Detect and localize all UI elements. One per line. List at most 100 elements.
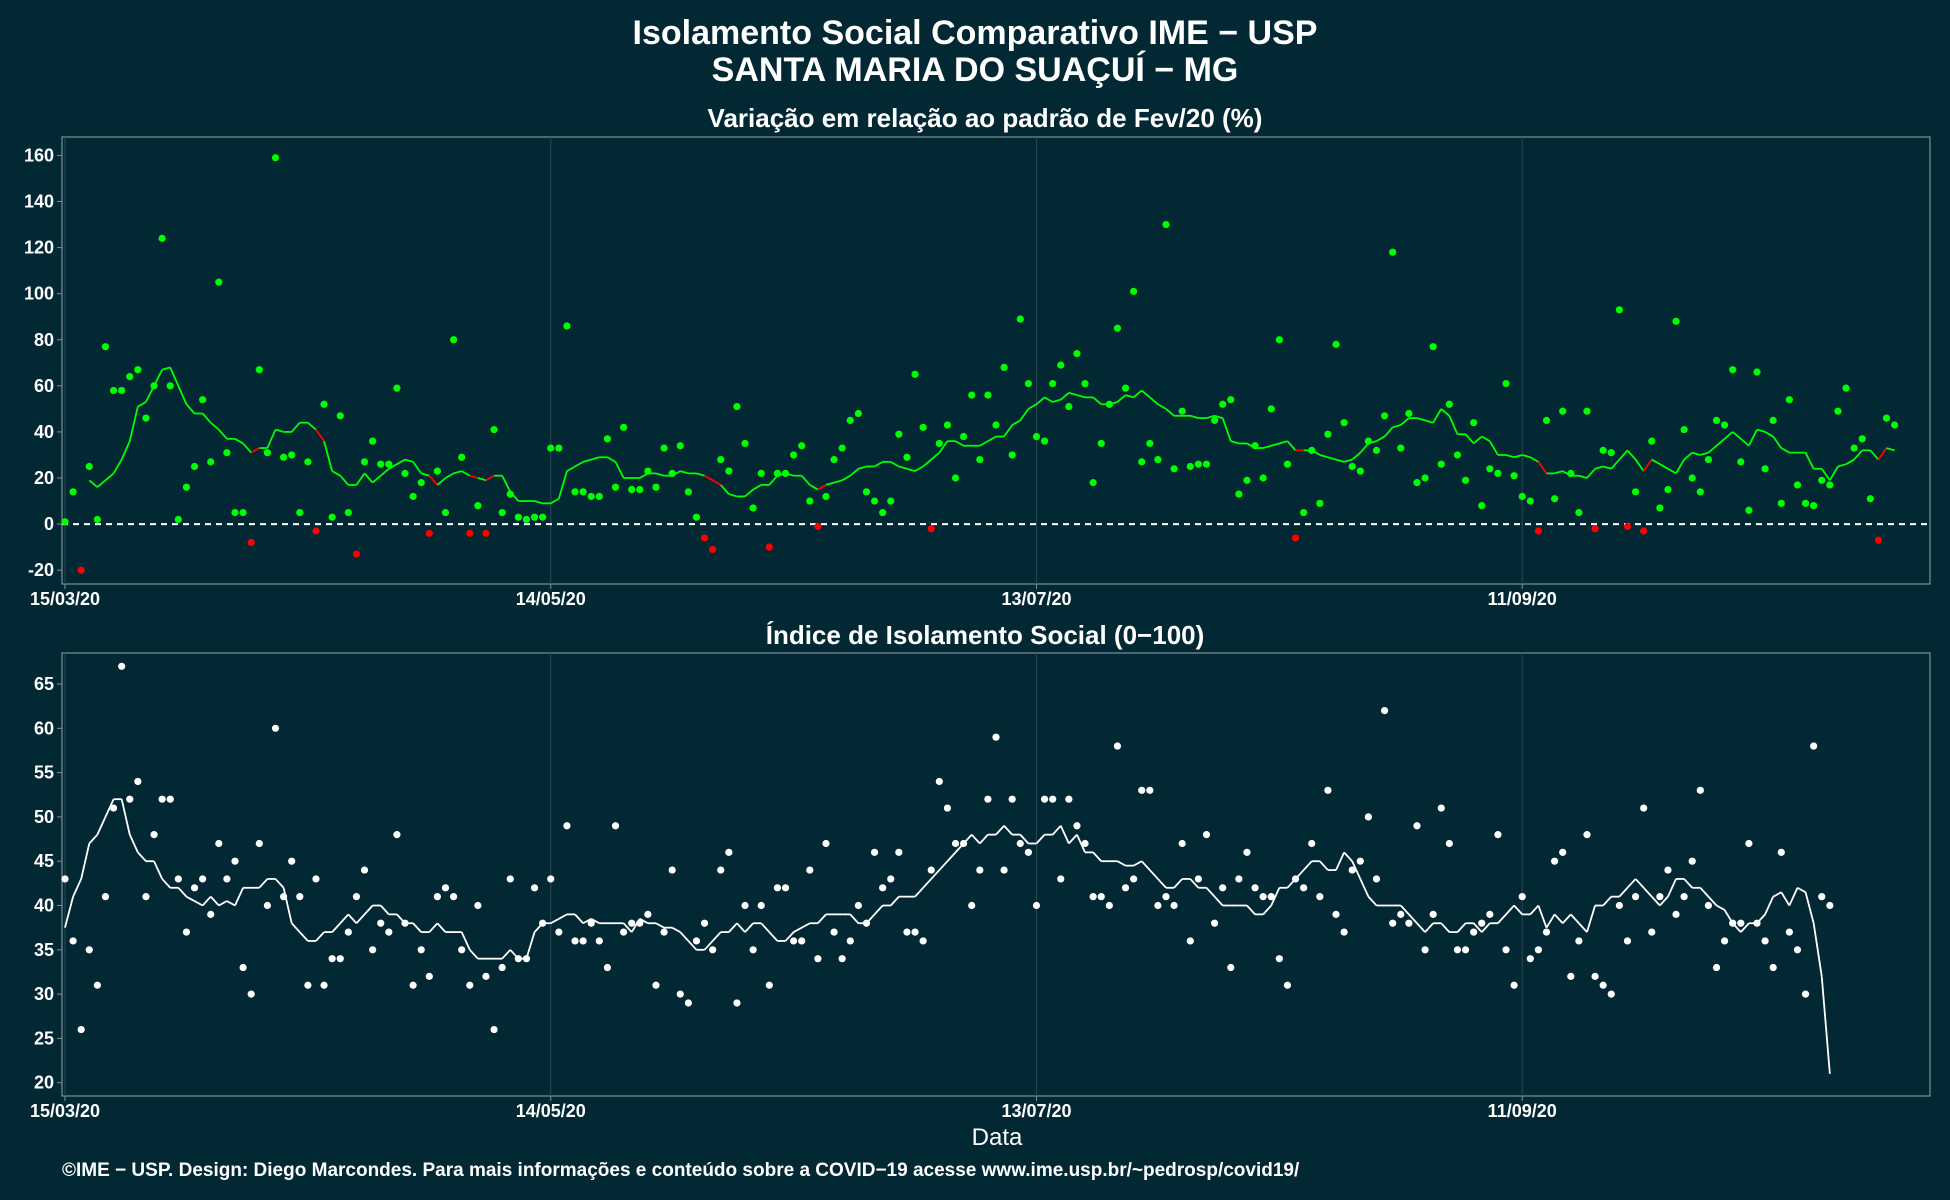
moving-average-segment xyxy=(1076,394,1086,399)
data-point xyxy=(514,955,522,963)
data-point xyxy=(352,893,361,901)
moving-average-segment xyxy=(566,465,576,472)
data-point xyxy=(409,981,417,989)
data-point xyxy=(1202,831,1211,839)
data-point xyxy=(1089,893,1097,901)
data-point xyxy=(1656,504,1664,512)
moving-average-segment xyxy=(1367,896,1378,907)
data-point xyxy=(1154,901,1162,910)
moving-average-segment xyxy=(128,834,139,853)
data-point xyxy=(360,458,369,466)
data-point xyxy=(725,848,733,856)
data-point xyxy=(571,488,579,496)
data-point xyxy=(409,492,417,501)
data-point xyxy=(263,449,271,457)
data-point xyxy=(1049,379,1057,388)
data-point xyxy=(1445,400,1453,408)
moving-average-segment xyxy=(1116,394,1127,403)
moving-average-segment xyxy=(736,922,746,933)
moving-average-segment xyxy=(323,440,334,472)
data-point xyxy=(1016,839,1024,848)
data-point xyxy=(1680,893,1688,901)
data-point xyxy=(1672,317,1680,325)
moving-average-segment xyxy=(1667,468,1677,475)
moving-average-segment xyxy=(1343,851,1353,862)
moving-average-segment xyxy=(1141,860,1151,871)
moving-average-segment xyxy=(1626,449,1637,461)
moving-average-segment xyxy=(1772,891,1782,898)
moving-average-segment xyxy=(1700,451,1709,456)
data-point xyxy=(709,946,717,954)
moving-average-segment xyxy=(315,429,325,442)
moving-average-segment xyxy=(1246,904,1256,915)
moving-average-segment xyxy=(1133,389,1143,399)
moving-average-segment xyxy=(833,479,843,484)
data-point xyxy=(514,513,522,521)
data-point xyxy=(620,423,628,431)
moving-average-segment xyxy=(1472,922,1483,933)
moving-average-segment xyxy=(1335,458,1345,463)
data-point xyxy=(1761,937,1769,945)
moving-average-segment xyxy=(218,429,228,440)
data-point xyxy=(854,901,862,910)
moving-average-segment xyxy=(1286,440,1297,451)
moving-average-segment xyxy=(1473,435,1483,445)
data-point xyxy=(919,423,927,431)
data-point xyxy=(798,442,806,450)
data-point xyxy=(1599,446,1607,454)
moving-average-segment xyxy=(1683,878,1693,889)
data-point xyxy=(555,444,563,452)
moving-average-segment xyxy=(574,913,584,924)
data-point xyxy=(1308,839,1316,848)
data-point xyxy=(741,439,749,448)
moving-average-segment xyxy=(1513,904,1523,915)
data-point xyxy=(466,529,474,537)
data-point xyxy=(1405,919,1413,927)
data-point xyxy=(684,999,692,1007)
data-point xyxy=(1494,469,1502,478)
data-point xyxy=(61,875,69,883)
data-point xyxy=(1016,315,1024,323)
moving-average-segment xyxy=(104,472,115,481)
data-point xyxy=(1834,407,1842,415)
moving-average-segment xyxy=(104,798,115,818)
moving-average-segment xyxy=(153,860,163,880)
moving-average-segment xyxy=(687,940,698,951)
data-point xyxy=(506,490,514,498)
data-point xyxy=(417,479,425,487)
moving-average-segment xyxy=(137,401,147,408)
moving-average-segment xyxy=(890,896,900,907)
data-point xyxy=(288,451,296,459)
y-tick-label: 20 xyxy=(34,1073,54,1093)
moving-average-segment xyxy=(1400,417,1410,426)
data-point xyxy=(717,455,725,464)
moving-average-segment xyxy=(1149,869,1159,880)
data-point xyxy=(118,662,126,670)
data-point xyxy=(563,322,571,330)
data-point xyxy=(522,955,531,963)
data-point xyxy=(1453,451,1462,459)
panel-2-title: Índice de Isolamento Social (0−100) xyxy=(766,620,1205,650)
moving-average-segment xyxy=(606,456,616,463)
moving-average-segment xyxy=(1651,458,1661,465)
moving-average-segment xyxy=(1586,905,1596,933)
moving-average-segment xyxy=(1699,887,1710,898)
data-point xyxy=(992,421,1000,429)
data-point xyxy=(611,822,620,830)
data-point xyxy=(1696,786,1704,794)
moving-average-segment xyxy=(485,474,495,482)
data-point xyxy=(660,928,668,936)
moving-average-segment xyxy=(922,458,932,468)
moving-average-segment xyxy=(1820,976,1831,1074)
data-point xyxy=(822,839,830,848)
data-point xyxy=(790,451,798,459)
data-point xyxy=(587,919,595,927)
moving-average-segment xyxy=(1740,922,1750,933)
data-point xyxy=(903,928,911,936)
data-point xyxy=(1534,946,1543,954)
moving-average-segment xyxy=(793,926,803,933)
moving-average-segment xyxy=(1270,887,1281,906)
data-point xyxy=(401,919,409,927)
moving-average-segment xyxy=(1035,396,1046,405)
